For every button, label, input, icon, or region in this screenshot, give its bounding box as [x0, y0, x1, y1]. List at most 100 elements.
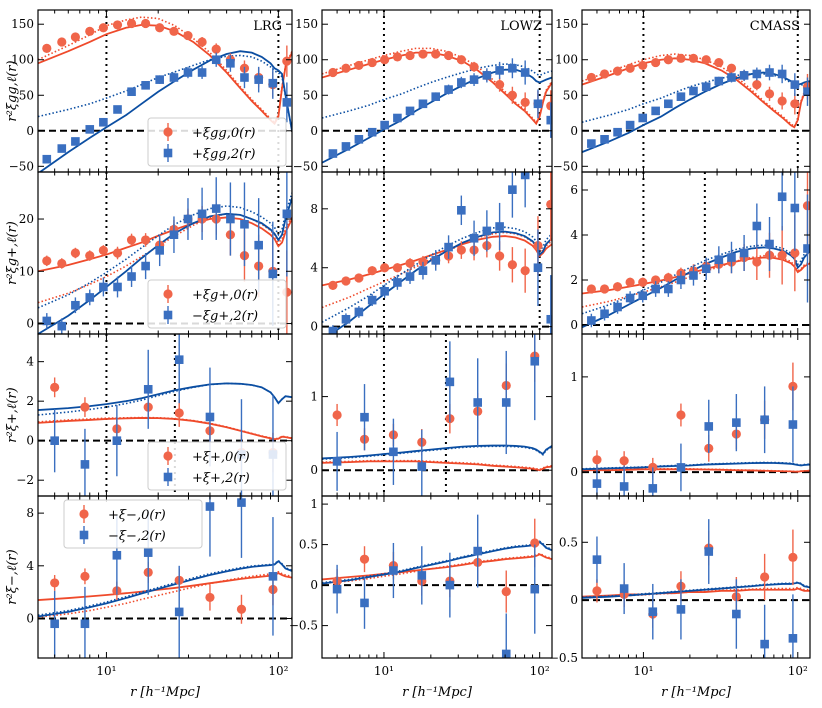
quadrupole-data-point: [169, 73, 179, 82]
legend-quadrupole-marker: [163, 148, 173, 158]
monopole-data-point: [625, 63, 635, 73]
monopole-data-point: [507, 260, 517, 270]
y-tick-label: 100: [555, 53, 578, 67]
panel-r0-c0-plot-area: [38, 10, 292, 172]
monopole-data-point: [341, 276, 351, 286]
quadrupole-data-point: [332, 584, 342, 594]
quadrupole-data-point: [360, 598, 369, 608]
quadrupole-data-point: [141, 81, 150, 90]
quadrupole-data-point: [546, 115, 552, 125]
panel-r1-c1: 0 4 8: [310, 171, 553, 335]
quadrupole-data-point: [332, 457, 342, 466]
sample-label-cmass: CMASS: [750, 19, 800, 34]
quadrupole-data-point: [739, 248, 749, 258]
monopole-data-point: [205, 592, 215, 603]
quadrupole-data-point: [752, 69, 762, 79]
monopole-data-point: [332, 410, 342, 420]
panel-r0-c1: −50 0 50 100 150 LOWZ: [293, 9, 553, 173]
legend-quadrupole-marker: [79, 530, 89, 540]
quadrupole-data-point: [495, 222, 504, 231]
monopole-data-point: [612, 66, 623, 76]
panel-r3-c2-plot-area: [582, 519, 810, 658]
monopole-data-point: [507, 90, 517, 100]
panel-r2-c1-plot-area: [322, 334, 552, 496]
y-tick-label: 4: [570, 228, 578, 242]
y-tick-label: 0: [310, 320, 318, 334]
quadrupole-data-point: [42, 316, 52, 326]
monopole-data-point: [764, 89, 775, 99]
quadrupole-data-point: [765, 239, 774, 249]
quadrupole-data-point: [418, 266, 428, 275]
y-tick-label: 0: [26, 434, 34, 448]
quadrupole-data-point: [197, 68, 207, 77]
quadrupole-data-point: [714, 255, 724, 265]
monopole-data-point: [790, 99, 800, 109]
quadrupole-data-point: [341, 314, 351, 324]
panel-r1-c1-plot-area: [322, 172, 552, 334]
y-tick-label: 2: [570, 273, 578, 287]
monopole-model-dotted-curve: [582, 254, 810, 308]
monopole-data-point: [714, 57, 724, 68]
quadrupole-model-solid-curve: [38, 560, 292, 618]
quadrupole-data-point: [50, 619, 59, 629]
legend-entry-label: +ξ+,0(r): [192, 450, 250, 465]
quadrupole-data-point: [664, 284, 673, 294]
monopole-data-point: [359, 554, 370, 564]
quadrupole-data-point: [393, 113, 402, 123]
monopole-data-point: [126, 18, 137, 29]
y-tick-label: 50: [563, 88, 578, 102]
quadrupole-data-point: [183, 68, 193, 77]
y-tick-label: 0: [26, 611, 34, 625]
quadrupole-data-point: [112, 436, 122, 445]
y-tick-label: 150: [555, 17, 578, 31]
quadrupole-data-point: [704, 547, 714, 556]
quadrupole-data-point: [169, 230, 179, 240]
panel-r3-c0-plot-area: [38, 496, 292, 658]
monopole-model-dotted-curve: [322, 552, 552, 585]
quadrupole-data-point: [211, 55, 221, 65]
quadrupole-data-point: [765, 68, 774, 77]
quadrupole-data-point: [127, 87, 136, 97]
quadrupole-data-point: [444, 242, 453, 252]
x-tick-label: 10²: [530, 664, 550, 678]
monopole-data-point: [802, 201, 810, 211]
monopole-data-point: [141, 235, 151, 245]
monopole-data-point: [85, 251, 95, 261]
quadrupole-data-point: [592, 479, 602, 488]
y-tick-label: 10: [19, 264, 34, 278]
quadrupole-data-point: [533, 99, 543, 109]
y-tick-label: −50: [9, 159, 34, 173]
quadrupole-data-point: [444, 85, 453, 94]
quadrupole-data-point: [777, 69, 787, 79]
quadrupole-data-point: [625, 120, 635, 130]
quadrupole-data-point: [354, 135, 364, 144]
quadrupole-data-point: [613, 302, 622, 312]
quadrupole-data-point: [689, 271, 698, 280]
monopole-data-point: [586, 72, 596, 83]
quadrupole-data-point: [790, 203, 800, 213]
quadrupole-data-point: [587, 139, 596, 148]
legend-entry-label: −ξg+,2(r): [192, 309, 258, 324]
y-tick-label: 0: [310, 578, 318, 592]
monopole-data-point: [663, 273, 673, 283]
row-y-axis-label: r²ξ+,ℓ(r): [5, 387, 20, 442]
quadrupole-data-point: [254, 240, 263, 250]
panel-r2-c2-plot-area: [582, 362, 810, 496]
quadrupole-data-point: [268, 78, 278, 88]
quadrupole-data-point: [99, 117, 108, 127]
quadrupole-data-point: [445, 377, 455, 387]
legend-box: [63, 499, 203, 549]
quadrupole-data-point: [508, 63, 517, 73]
quadrupole-data-point: [141, 261, 150, 271]
quadrupole-data-point: [732, 609, 741, 619]
monopole-data-point: [183, 30, 193, 41]
monopole-data-point: [85, 26, 95, 36]
quadrupole-data-point: [501, 398, 511, 407]
panel-r0-c0: −50 0 50 100 150 LRG r²ξgg,ℓ(r): [5, 9, 293, 173]
y-tick-label: 1: [310, 497, 318, 511]
quadrupole-data-point: [50, 436, 59, 445]
x-tick-label: 10²: [788, 664, 808, 678]
monopole-data-point: [443, 50, 454, 61]
quadrupole-data-point: [508, 185, 517, 194]
y-tick-label: 0: [570, 124, 578, 138]
